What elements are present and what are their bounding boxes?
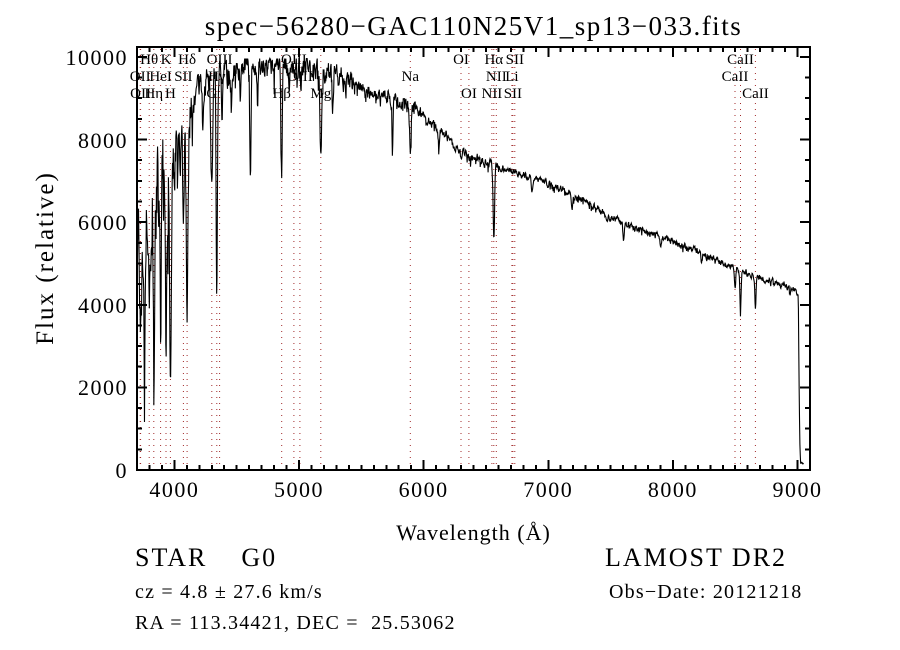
y-tick-label: 0: [115, 458, 128, 483]
spectral-line-label: HeI: [149, 69, 172, 85]
spectral-line-label: CaII: [742, 86, 769, 102]
spectral-line-label: Mg: [310, 86, 331, 102]
y-tick-label: 8000: [78, 127, 128, 153]
object-class-label: STAR G0: [135, 543, 278, 572]
y-tick-label: 10000: [65, 44, 128, 70]
x-tick-label: 5000: [274, 477, 325, 502]
spectral-line-label: Hθ: [140, 52, 158, 68]
spectral-line-label: Hη: [144, 86, 163, 102]
spectral-line-label: OI: [453, 52, 469, 68]
spectral-line-label: NII: [481, 86, 502, 102]
axis-frame: [136, 46, 811, 471]
spectral-line-label: SII: [174, 69, 192, 85]
spectral-line-label: H: [165, 86, 176, 102]
spectral-line-label: OIII: [281, 52, 307, 68]
spectral-line-label: Hδ: [178, 52, 196, 68]
spectral-line-label: Hβ: [272, 86, 290, 102]
x-tick-label: 4000: [149, 477, 200, 502]
spectral-line-label: CaII: [727, 52, 754, 68]
spectral-line-label: SII: [504, 86, 522, 102]
spectral-line-label: Hα: [484, 52, 503, 68]
spectral-line-label: G: [206, 86, 217, 102]
spectral-line-label: OII: [130, 86, 151, 102]
spectral-line-label: SII: [506, 52, 524, 68]
survey-label: LAMOST DR2: [605, 543, 788, 572]
obs-date-label: Obs−Date: 20121218: [609, 581, 803, 603]
spectral-line-label: CaII: [722, 69, 749, 85]
ra-dec-label: RA = 113.34421, DEC = 25.53062: [135, 612, 456, 634]
x-tick-label: 8000: [647, 477, 698, 502]
plot-title: spec−56280−GAC110N25V1_sp13−033.fits: [204, 11, 743, 41]
x-axis-label: Wavelength (Å): [396, 520, 551, 545]
cz-label: cz = 4.8 ± 27.6 km/s: [135, 581, 323, 603]
y-tick-label: 2000: [78, 375, 128, 401]
y-tick-label: 4000: [78, 292, 128, 318]
spectral-line-label: NII: [486, 69, 507, 85]
spectral-line-label: OI: [461, 86, 477, 102]
spectral-line-label: Li: [505, 69, 518, 85]
x-tick-label: 6000: [398, 477, 449, 502]
x-tick-label: 7000: [523, 477, 574, 502]
spectral-line-label: K: [161, 52, 172, 68]
spectral-line-label: Na: [402, 69, 420, 85]
y-tick-label: 6000: [78, 210, 128, 236]
x-tick-label: 9000: [772, 477, 823, 502]
spectrum-trace: [136, 56, 804, 465]
